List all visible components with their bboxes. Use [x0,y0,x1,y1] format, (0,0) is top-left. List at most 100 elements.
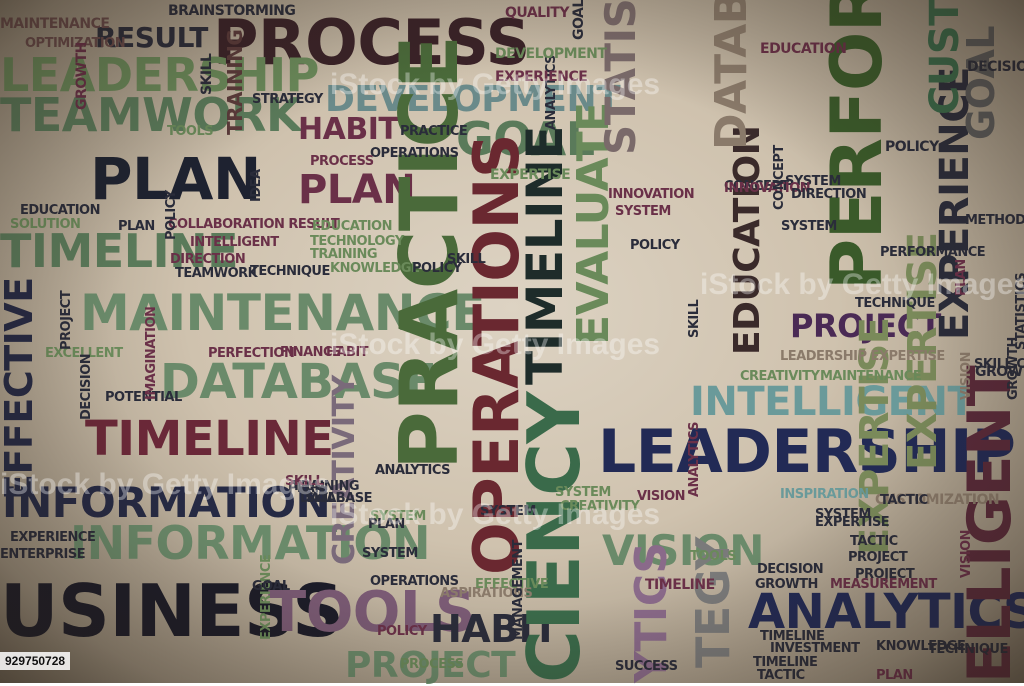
watermark: iStock by Getty Images [330,498,661,531]
word-cloud-word: TRAINING [223,29,247,135]
word-cloud-word: LEADERSHIP [598,417,1016,487]
word-cloud-word: SYSTEM [785,174,841,189]
word-cloud-word: HABIT [326,345,369,360]
word-cloud-word: TEAMWORK [175,266,258,281]
word-cloud-word: PLAN [118,219,155,234]
word-cloud-word: ELLIGENT [955,365,1024,683]
word-cloud-word: KNOWLEDGE [330,261,420,276]
word-cloud-word: INNOVATION [724,181,811,196]
word-cloud-word: TIMELINE [0,224,239,278]
word-cloud-word: CONCEPT [724,179,789,194]
word-cloud-word: IDEA [249,169,264,202]
word-cloud-word: VISION [959,351,974,400]
watermark: iStock by Getty Images [330,68,661,101]
word-cloud-word: PERFORMANCE [880,245,986,260]
word-cloud-word: DIRECTION [170,252,246,267]
word-cloud-word: CREATIVITY [327,375,362,565]
word-cloud-word: GROWTH [755,577,818,592]
word-cloud-word: DIRECTION [791,187,867,202]
word-cloud-word: BRAINSTORMING [168,3,296,19]
watermark: iStock by Getty Images [330,328,661,361]
word-cloud-word: PLAN [876,668,913,683]
word-cloud-word: MAINTENANCE [820,369,922,384]
word-cloud-word: TACTIC [850,534,898,549]
word-cloud-word: CUSTOMIZATION [875,492,1000,508]
word-cloud-word: GOAL [959,25,1003,140]
word-cloud-word: TECHNOLOGY [310,234,404,249]
word-cloud-word: EXPERIENCE [259,554,274,640]
word-cloud-word: PLAN [298,167,416,213]
word-cloud-word: USINESS [0,569,344,653]
word-cloud-word: HABIT [298,112,399,147]
word-cloud-word: CONCEPT [772,145,787,210]
watermark: iStock by Getty Images [700,268,1024,301]
word-cloud-word: GOAL [456,112,595,166]
word-cloud-word: EFFECTIVE [0,277,41,500]
word-cloud-word: INSPIRATION [780,487,869,502]
word-cloud-word: MANAGEMENT [511,539,526,640]
word-cloud-word: ANALYTICS [375,463,451,478]
word-cloud-word: MEASUREMENT [830,577,937,592]
word-cloud-word: GOAL [252,579,290,594]
word-cloud-word: FINANCE [280,345,341,360]
word-cloud-word: POLICY [377,624,427,639]
word-cloud-word: OPERATIONS [370,574,459,589]
word-cloud-word: LEADERSHIP [0,48,319,102]
word-cloud-word: INFORMATION [2,478,331,527]
word-cloud-word: TECHNIQUE [855,296,935,311]
word-cloud-word: CIENCY [512,391,596,683]
word-cloud-word: DEVELOPMENT [325,79,621,120]
word-cloud-word: PLAN [90,145,261,213]
word-cloud-word: RESULT [95,21,208,54]
word-cloud-word: TECHNIQUE [928,642,1008,657]
word-cloud-word: DATABASE [160,354,437,410]
word-cloud-word: SUCCESS [615,659,678,674]
word-cloud-word: CREATIVITY [740,369,820,384]
word-cloud-word: PROCESS [213,6,530,79]
word-cloud-word: DECISION [79,353,94,420]
word-cloud-word: TIMELINE [760,629,825,644]
word-cloud-word: TIMELINE [85,411,334,467]
word-cloud-word: ANALYTICS [748,584,1024,640]
word-cloud-word: TACTIC [757,668,805,683]
word-cloud-word: POLICY [885,139,939,155]
word-cloud-word: EDUCATION [727,125,768,355]
word-cloud-word: SOLUTION [10,217,81,232]
word-cloud-word: DECISION [967,59,1024,75]
word-cloud-word: INTELLIGENT [190,235,279,250]
word-cloud-word: EXPERIENCE [10,530,96,545]
word-cloud-word: PRACTICE [400,124,468,139]
word-cloud-word: SKILL [285,474,324,489]
word-cloud-word: ANALYTICS [687,421,702,497]
word-cloud-word: INNOVATION [608,187,695,202]
word-cloud-word: EFFECTIVE [475,577,549,592]
word-cloud-word: EXCELLENT [45,346,123,361]
word-cloud-word: PROCESS [400,657,464,672]
word-cloud-word: LEADERSHIP EXPERTISE [780,349,945,364]
word-cloud-word: INFORMATION [70,516,430,570]
word-cloud-word: TOOLS [690,549,737,564]
word-cloud-word: METHODOLOGY [965,213,1024,228]
word-cloud-word: PROCESS [310,154,374,169]
word-cloud-word: TOOLS [268,580,475,645]
word-cloud-word: SYSTEM [815,507,871,522]
word-cloud-word: TRAINING [292,479,360,494]
word-cloud-word: TIMELINE [753,655,818,670]
word-cloud-word: POLICY [164,190,179,240]
word-cloud-word: PROJECT [790,307,941,345]
word-cloud-word: HABIT [430,607,558,651]
word-cloud-word: SYSTEM [480,504,536,519]
word-cloud-word: SYSTEM [370,509,426,524]
word-cloud-word: EDUCATION [312,219,392,234]
watermark: iStock by Getty Images [0,468,331,501]
word-cloud-word: MAINTENANCE [80,284,485,342]
word-cloud-word: QUALITY [505,5,570,21]
word-cloud-word: IMAGINATION [144,306,159,400]
word-cloud-word: GROWTH [74,42,90,110]
word-cloud-word: DECISION [757,562,824,577]
word-cloud-word: POLICY [630,238,680,253]
word-cloud-word: COLLABORATION RESULT [168,217,340,232]
word-cloud-word: CREATIVITY [560,499,640,514]
word-cloud-word: KNOWLEDGE [876,639,966,654]
